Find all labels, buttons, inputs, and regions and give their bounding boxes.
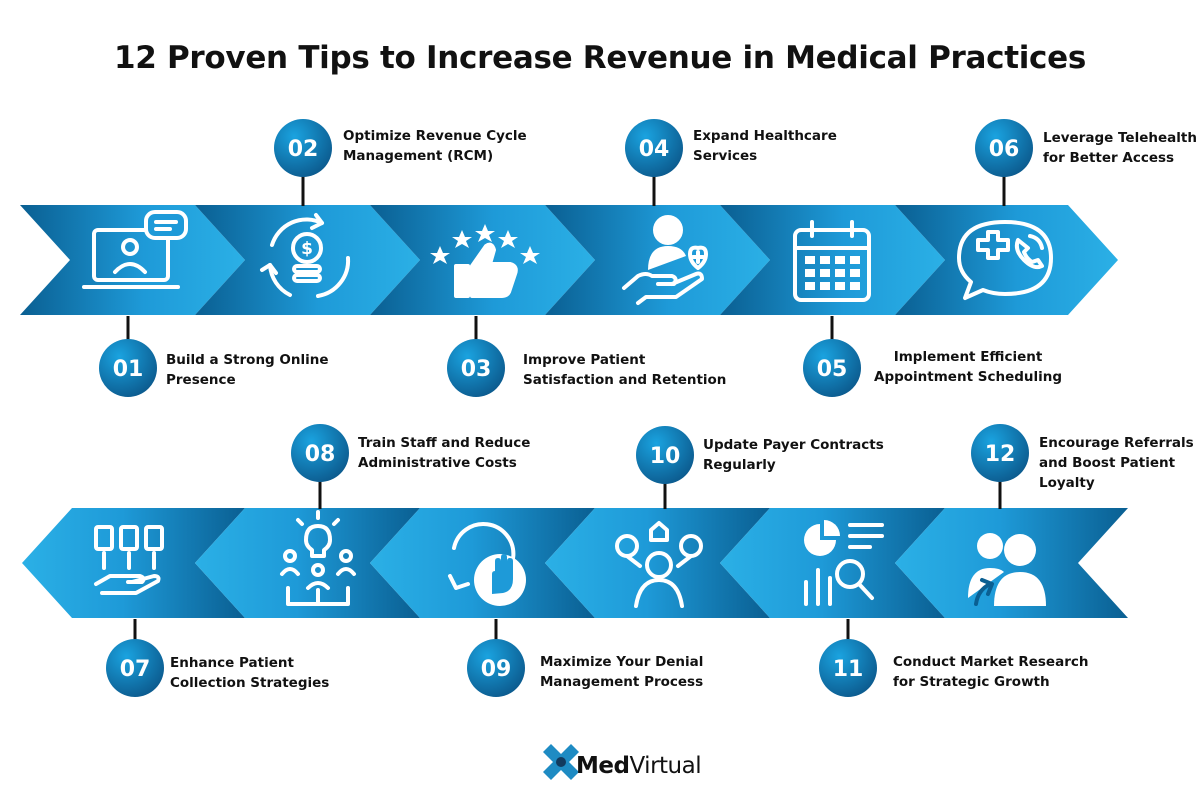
chevron-11 <box>720 508 945 618</box>
step-badge-05 <box>803 339 861 397</box>
tip-label-line: Enhance Patient <box>170 655 294 671</box>
tip-label-line: Regularly <box>703 457 776 473</box>
tip-label-line: Build a Strong Online <box>166 352 329 368</box>
tip-label-line: Management Process <box>540 674 704 690</box>
medvirtual-logo-mark <box>543 744 579 780</box>
logo-med: Med <box>576 753 630 779</box>
chart-research-icon <box>804 520 884 606</box>
step-number-02: 02 <box>288 137 319 162</box>
tip-label-12: Encourage Referrals and Boost Patient Loya… <box>1039 433 1194 493</box>
tip-label-line: Expand Healthcare <box>693 128 837 144</box>
dollar-cycle-icon: $ <box>260 213 351 298</box>
tip-label-line: Appointment Scheduling <box>874 369 1063 385</box>
referral-people-icon <box>968 533 1046 606</box>
tip-label-line: and Boost Patient <box>1039 455 1176 471</box>
tip-label-09: Maximize Your Denial Management Process <box>540 652 703 692</box>
tip-label-line: Train Staff and Reduce <box>358 435 531 451</box>
tip-label-line: Presence <box>166 372 236 388</box>
step-badge-03 <box>447 339 505 397</box>
step-number-04: 04 <box>639 137 670 162</box>
chevron-05 <box>720 205 945 315</box>
step-badge-04 <box>625 119 683 177</box>
rating-stars <box>430 224 540 264</box>
tip-label-02: Optimize Revenue Cycle Management (RCM) <box>343 126 527 166</box>
hand-care-icon <box>622 215 708 305</box>
calendar-icon <box>793 220 871 302</box>
tip-label-line: Optimize Revenue Cycle <box>343 128 527 144</box>
chevron-07 <box>22 508 245 618</box>
gear-stop-hand-icon <box>448 522 526 606</box>
tip-label-08: Train Staff and Reduce Administrative Cos… <box>358 433 530 473</box>
tip-label-line: Implement Efficient <box>893 349 1043 365</box>
step-badge-07 <box>106 639 164 697</box>
tip-label-line: Maximize Your Denial <box>540 654 704 670</box>
tip-label-line: for Strategic Growth <box>893 674 1050 690</box>
tip-label-line: for Better Access <box>1043 150 1175 166</box>
tip-label-line: Loyalty <box>1039 475 1095 491</box>
step-number-12: 12 <box>985 442 1016 467</box>
step-number-10: 10 <box>650 444 681 469</box>
step-badge-10 <box>636 426 694 484</box>
chevron-10 <box>545 508 770 618</box>
step-number-08: 08 <box>305 442 336 467</box>
tip-label-line: Encourage Referrals <box>1039 435 1194 451</box>
svg-text:$: $ <box>301 239 313 259</box>
step-badge-06 <box>975 119 1033 177</box>
tip-label-line: Conduct Market Research <box>893 654 1089 670</box>
step-badge-08 <box>291 424 349 482</box>
calendar-grid <box>805 256 860 290</box>
tip-label-line: Improve Patient <box>523 352 646 368</box>
chevron-row-top <box>20 205 1118 315</box>
tip-label-06: Leverage Telehealth for Better Access <box>1043 128 1197 168</box>
step-number-09: 09 <box>481 657 512 682</box>
step-number-03: 03 <box>461 357 492 382</box>
step-number-06: 06 <box>989 137 1020 162</box>
page-title: 12 Proven Tips to Increase Revenue in Me… <box>113 40 1086 76</box>
chevron-08 <box>195 508 420 618</box>
tip-label-05: Implement Efficient Appointment Schedulin… <box>874 347 1062 387</box>
tip-label-03: Improve Patient Satisfaction and Retentio… <box>523 350 726 390</box>
tip-label-line: Administrative Costs <box>358 455 517 471</box>
person-options-icon <box>615 521 703 608</box>
tip-label-line: Leverage Telehealth <box>1043 130 1197 146</box>
thumbs-up-stars-icon <box>454 242 518 298</box>
step-badge-11 <box>819 639 877 697</box>
logo-virtual: Virtual <box>629 753 702 779</box>
telehealth-bubble-icon <box>957 220 1053 300</box>
chevron-06 <box>895 205 1118 315</box>
tip-label-10: Update Payer Contracts Regularly <box>703 435 884 475</box>
medvirtual-logo-text: MedVirtual <box>576 753 702 779</box>
tip-label-line: Satisfaction and Retention <box>523 372 727 388</box>
team-idea-icon <box>280 510 356 606</box>
tip-label-line: Collection Strategies <box>170 675 330 691</box>
tip-label-11: Conduct Market Research for Strategic Gro… <box>893 652 1088 692</box>
tip-label-07: Enhance Patient Collection Strategies <box>170 653 329 693</box>
tip-label-line: Update Payer Contracts <box>703 437 884 453</box>
step-badge-09 <box>467 639 525 697</box>
chevron-01 <box>20 205 245 315</box>
step-number-01: 01 <box>113 357 144 382</box>
step-number-11: 11 <box>833 657 864 682</box>
tip-label-01: Build a Strong Online Presence <box>166 350 329 390</box>
chevron-row-bottom <box>22 508 1128 618</box>
documents-hand-icon <box>94 525 164 595</box>
tip-label-line: Services <box>693 148 758 164</box>
step-number-07: 07 <box>120 657 151 682</box>
step-number-05: 05 <box>817 357 848 382</box>
laptop-chat-icon <box>82 210 188 289</box>
step-badge-01 <box>99 339 157 397</box>
step-badge-02 <box>274 119 332 177</box>
step-badge-12 <box>971 424 1029 482</box>
tip-label-line: Management (RCM) <box>343 148 494 164</box>
tip-label-04: Expand Healthcare Services <box>693 126 837 166</box>
